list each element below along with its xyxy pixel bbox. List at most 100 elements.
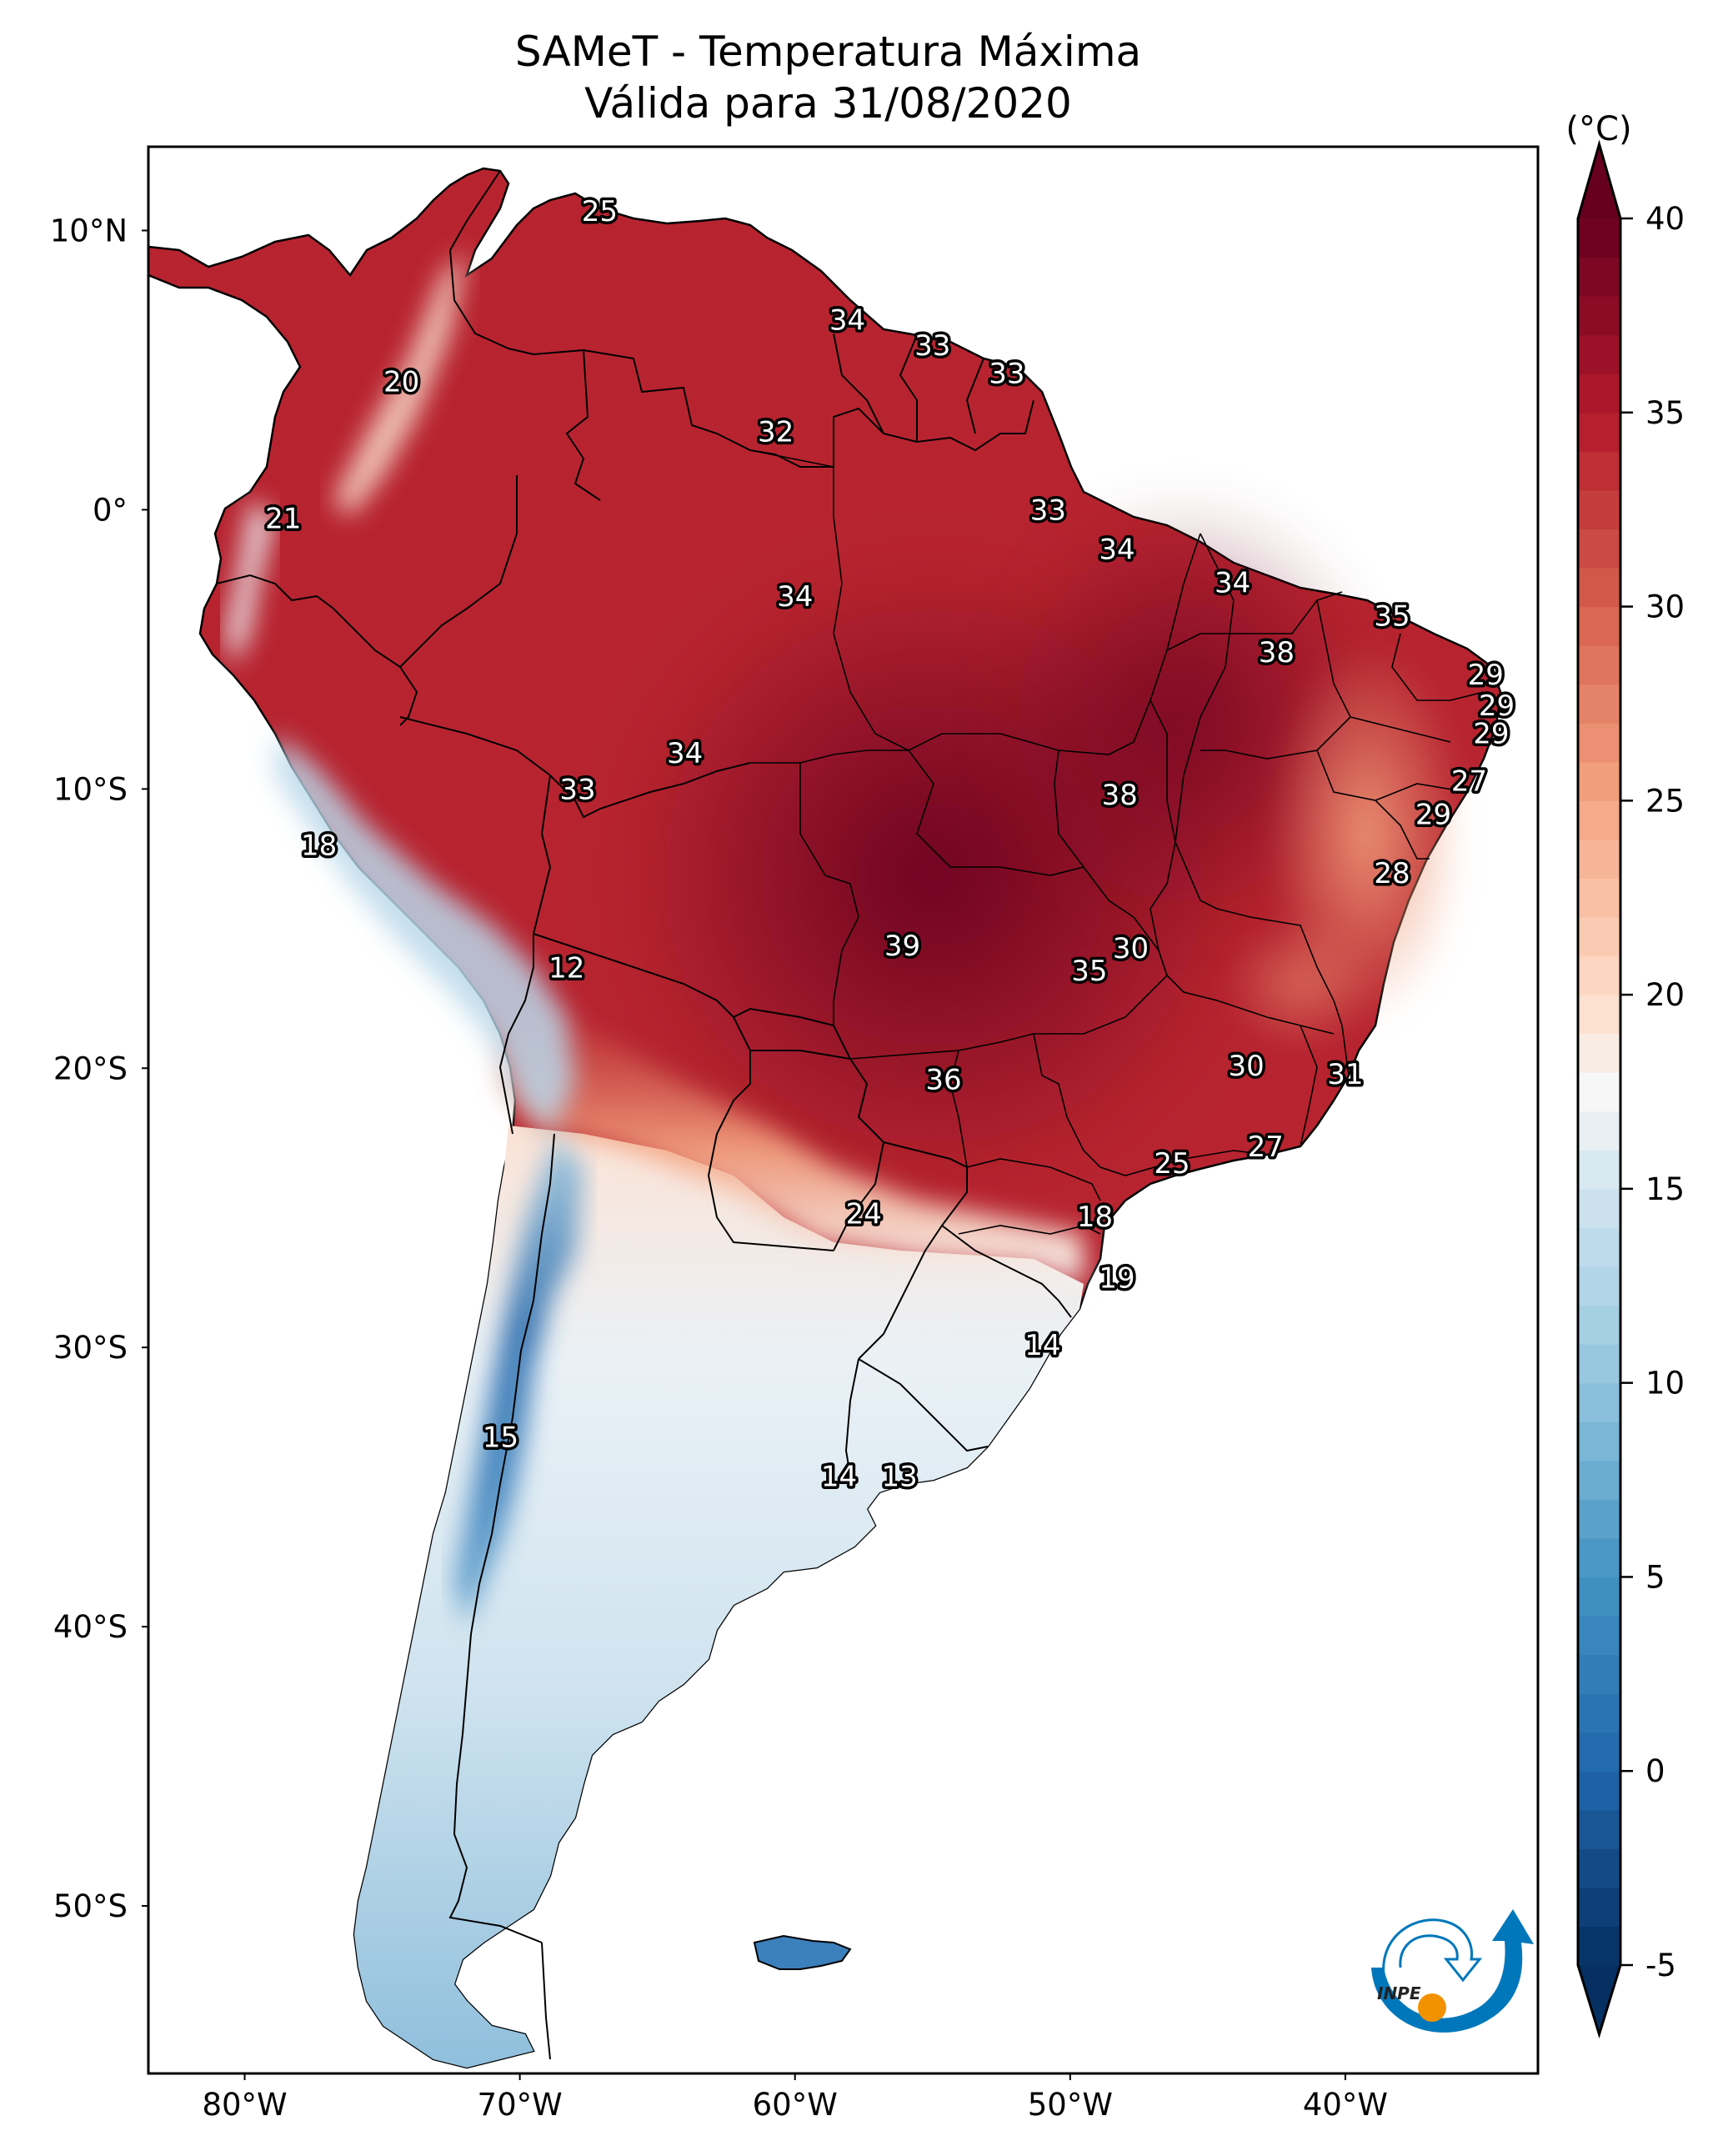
colorbar-band <box>1578 374 1620 414</box>
colorbar-band <box>1578 1188 1620 1229</box>
colorbar-tick-label: 0 <box>1645 1753 1665 1789</box>
colorbar-band <box>1578 723 1620 763</box>
colorbar-extend-max <box>1578 144 1620 218</box>
colorbar-extend-min <box>1578 1965 1620 2034</box>
temperature-value-label: 38 <box>1102 779 1138 812</box>
temperature-value-label: 25 <box>582 195 618 228</box>
colorbar-band <box>1578 1111 1620 1151</box>
temperature-value-label: 12 <box>548 952 584 985</box>
temperature-value-label: 39 <box>884 930 920 963</box>
colorbar-band <box>1578 1577 1620 1617</box>
temperature-value-label: 30 <box>1113 932 1149 965</box>
colorbar-band <box>1578 1926 1620 1966</box>
colorbar: 40 35 30 25 20 15 10 5 0 -5 (°C) <box>1565 110 1685 2039</box>
temperature-value-label: 20 <box>383 365 419 399</box>
temperature-value-label: 30 <box>1228 1050 1264 1083</box>
colorbar-band <box>1578 1499 1620 1539</box>
temperature-value-label: 14 <box>1024 1329 1060 1362</box>
ecuador-andes-streak <box>225 500 275 667</box>
colorbar-band <box>1578 1654 1620 1694</box>
temperature-value-label: 25 <box>1154 1147 1190 1181</box>
map-area <box>148 167 1502 2069</box>
temperature-value-label: 27 <box>1451 765 1487 798</box>
altiplano-cool-band <box>275 734 575 1134</box>
colorbar-band <box>1578 800 1620 840</box>
colorbar-tick-label: 15 <box>1645 1171 1685 1207</box>
colorbar-band <box>1578 878 1620 918</box>
colorbar-band <box>1578 257 1620 297</box>
temperature-value-label: 34 <box>667 737 703 770</box>
x-tick-label: 70°W <box>478 2087 563 2123</box>
country-borders <box>216 170 1072 2060</box>
colorbar-tick-label: 40 <box>1645 201 1685 237</box>
x-tick-label: 40°W <box>1303 2087 1388 2123</box>
colorbar-band <box>1578 1848 1620 1888</box>
colorbar-band <box>1578 917 1620 957</box>
colorbar-band <box>1578 955 1620 995</box>
colorbar-band <box>1578 568 1620 608</box>
temperature-value-label: 14 <box>821 1460 857 1493</box>
colorbar-bands <box>1578 144 1620 2034</box>
colorbar-band <box>1578 1732 1620 1772</box>
inpe-logo: INPE <box>1371 1909 1534 2033</box>
colorbar-band <box>1578 645 1620 685</box>
temperature-value-label: 34 <box>777 580 813 614</box>
colorbar-band <box>1578 1887 1620 1928</box>
temperature-value-label: 19 <box>1099 1261 1134 1295</box>
colorbar-tick-label: 25 <box>1645 783 1685 819</box>
logo-swoosh-icon <box>1371 1909 1534 2033</box>
temperature-value-label: 29 <box>1479 689 1515 723</box>
temperature-value-label: 18 <box>301 829 337 862</box>
colorbar-tick-label: 35 <box>1645 395 1685 431</box>
temperature-value-label: 38 <box>1259 636 1295 669</box>
y-tick-label: 30°S <box>53 1330 128 1366</box>
transition-band <box>500 984 1084 1284</box>
x-tick-label: 50°W <box>1028 2087 1113 2123</box>
colorbar-band <box>1578 1150 1620 1190</box>
value-labels: 2520213433333233343435382929292729283434… <box>263 193 1518 1497</box>
y-tick-label: 20°S <box>53 1050 128 1086</box>
falkland-islands <box>753 1934 852 1970</box>
colorbar-band <box>1578 1809 1620 1849</box>
temperature-value-label: 35 <box>1374 600 1410 634</box>
x-tick-label: 60°W <box>753 2087 838 2123</box>
colorbar-band <box>1578 334 1620 374</box>
colorbar-band <box>1578 218 1620 258</box>
temperature-value-label: 28 <box>1374 857 1410 890</box>
y-tick-label: 0° <box>93 492 128 528</box>
x-axis-ticks: 80°W 70°W 60°W 50°W 40°W <box>202 2073 1388 2123</box>
temperature-value-label: 36 <box>925 1064 961 1097</box>
colorbar-band <box>1578 1616 1620 1656</box>
colorbar-band <box>1578 489 1620 530</box>
temperature-value-label: 24 <box>846 1197 882 1231</box>
temperature-value-label: 21 <box>265 502 301 535</box>
temperature-value-label: 33 <box>989 357 1024 390</box>
colorbar-band <box>1578 1771 1620 1811</box>
temperature-value-label: 33 <box>1030 494 1066 527</box>
logo-text: INPE <box>1377 1983 1421 2003</box>
chart-title: SAMeT - Temperatura Máxima <box>514 28 1142 76</box>
temperature-value-label: 27 <box>1248 1131 1284 1164</box>
andes-cold-ridge <box>454 1134 584 1626</box>
colorbar-band <box>1578 761 1620 801</box>
colorbar-tick-label: -5 <box>1645 1948 1676 1983</box>
map-frame <box>147 145 1540 2075</box>
colorbar-band <box>1578 684 1620 724</box>
y-tick-label: 10°S <box>53 771 128 807</box>
colorbar-band <box>1578 995 1620 1035</box>
temperature-value-label: 34 <box>1099 533 1134 566</box>
colorbar-tick-label: 10 <box>1645 1366 1685 1401</box>
colorbar-band <box>1578 1421 1620 1462</box>
colombia-andes-streak <box>333 250 467 517</box>
y-tick-label: 10°N <box>50 213 128 248</box>
temperature-value-label: 18 <box>1077 1201 1113 1234</box>
colorbar-band <box>1578 1460 1620 1500</box>
logo-arc-icon <box>1382 1918 1483 1983</box>
colorbar-band <box>1578 1266 1620 1306</box>
y-tick-label: 50°S <box>53 1888 128 1924</box>
temperature-value-label: 31 <box>1327 1058 1363 1091</box>
temperature-value-label: 15 <box>483 1421 518 1454</box>
state-borders <box>749 449 1485 1235</box>
colorbar-tick-label: 20 <box>1645 977 1685 1013</box>
colorbar-band <box>1578 1033 1620 1073</box>
